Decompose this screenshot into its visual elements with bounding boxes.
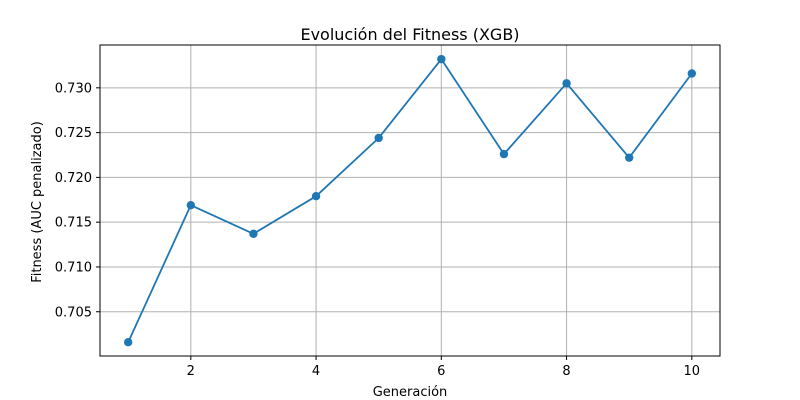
y-tick-label: 0.710 <box>55 260 92 275</box>
plot-frame <box>99 44 721 357</box>
x-tick-label: 4 <box>312 364 320 379</box>
x-tick-label: 10 <box>684 364 701 379</box>
data-point <box>186 200 196 210</box>
ticks: 2 4 6 8 10 0.705 0.710 0.715 0.720 0.725 0.730 <box>55 81 700 379</box>
data-point <box>311 192 321 201</box>
data-point <box>624 153 634 162</box>
x-tick-label: 6 <box>437 364 445 379</box>
y-tick-label: 0.705 <box>55 305 92 320</box>
x-tick-label: 8 <box>562 364 570 379</box>
data-point <box>562 79 571 88</box>
data-point <box>499 149 509 159</box>
series-line <box>127 58 693 343</box>
x-tick-label: 2 <box>187 364 195 379</box>
data-point <box>687 69 697 78</box>
x-axis-label: Generación <box>373 385 448 400</box>
y-axis-label: Fitness (AUC penalizado) <box>30 121 45 283</box>
y-tick-label: 0.720 <box>55 171 92 186</box>
data-point <box>374 133 383 143</box>
data-point <box>249 229 258 239</box>
y-tick-label: 0.725 <box>55 126 92 141</box>
chart-title: Evolución del Fitness (XGB) <box>300 25 519 44</box>
grid <box>100 45 720 356</box>
series-layer <box>123 54 697 347</box>
y-tick-label: 0.715 <box>55 216 92 231</box>
y-tick-label: 0.730 <box>55 81 92 96</box>
data-point <box>123 338 133 347</box>
data-point <box>437 54 446 64</box>
